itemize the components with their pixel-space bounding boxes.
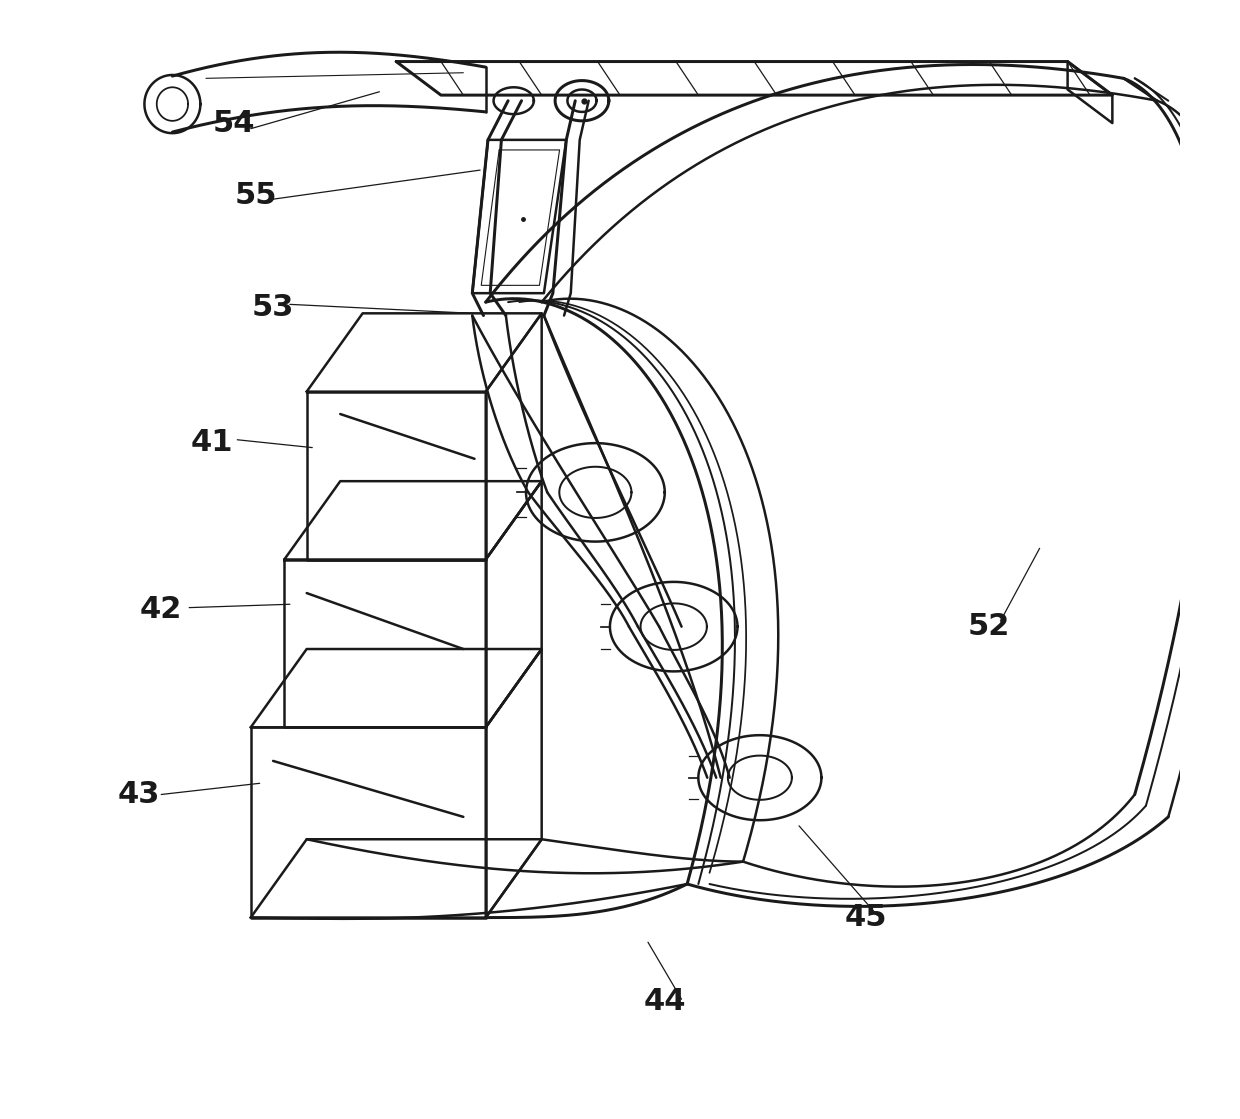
Text: 55: 55	[236, 181, 278, 210]
Text: 52: 52	[968, 612, 1011, 641]
Text: 45: 45	[844, 903, 888, 932]
Text: 43: 43	[118, 780, 160, 809]
Text: 54: 54	[213, 109, 255, 138]
Text: 42: 42	[140, 595, 182, 624]
Text: 53: 53	[252, 293, 294, 322]
Text: 44: 44	[644, 987, 686, 1016]
Text: 41: 41	[190, 427, 233, 457]
